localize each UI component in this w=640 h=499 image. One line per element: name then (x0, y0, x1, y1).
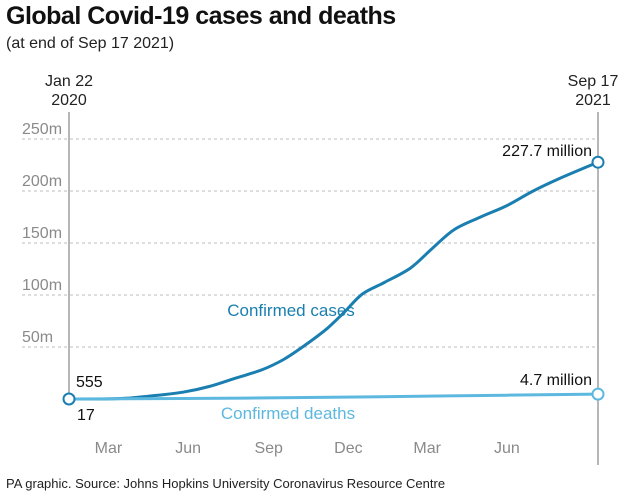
x-tick-label: Dec (334, 440, 362, 457)
end-point-marker-deaths (591, 387, 605, 401)
x-tick-label: Jun (175, 440, 201, 457)
cases-end-value-label: 227.7 million (502, 143, 592, 160)
series-line-confirmed-deaths (67, 392, 600, 401)
annotations: 555 17 227.7 million 4.7 million Confirm… (76, 143, 592, 424)
cases-start-value-label: 555 (76, 374, 103, 391)
x-tick-label: Sep (254, 440, 283, 457)
y-tick-label: 100m (22, 277, 62, 294)
series-layer (62, 155, 605, 406)
gridlines (22, 138, 598, 348)
x-tick-label: Mar (95, 440, 123, 457)
end-year-label: 2021 (575, 92, 611, 109)
y-tick-label: 200m (22, 173, 62, 190)
end-date-label: Sep 17 (568, 73, 619, 90)
y-tick-label: 150m (22, 225, 62, 242)
start-point-marker (62, 392, 76, 406)
y-tick-label: 50m (22, 329, 53, 346)
end-point-marker-cases (591, 155, 605, 169)
y-tick-label: 250m (22, 121, 62, 138)
series-label-confirmed-deaths: Confirmed deaths (221, 404, 355, 423)
series-line-confirmed-cases (67, 160, 600, 401)
x-axis-ticks: Mar Jun Sep Dec Mar Jun (95, 440, 520, 457)
y-axis-ticks: 50m 100m 150m 200m 250m (22, 121, 62, 346)
date-markers: Jan 22 2020 Sep 17 2021 (45, 73, 618, 465)
deaths-end-value-label: 4.7 million (520, 372, 592, 389)
x-tick-label: Mar (413, 440, 441, 457)
start-date-label: Jan 22 (45, 73, 93, 90)
deaths-start-value-label: 17 (77, 407, 95, 424)
chart-title: Global Covid-19 cases and deaths (6, 2, 396, 30)
series-label-confirmed-cases: Confirmed cases (227, 301, 355, 320)
start-year-label: 2020 (51, 92, 87, 109)
source-credit: PA graphic. Source: Johns Hopkins Univer… (6, 476, 446, 491)
chart-subtitle: (at end of Sep 17 2021) (6, 35, 175, 52)
x-tick-label: Jun (494, 440, 520, 457)
